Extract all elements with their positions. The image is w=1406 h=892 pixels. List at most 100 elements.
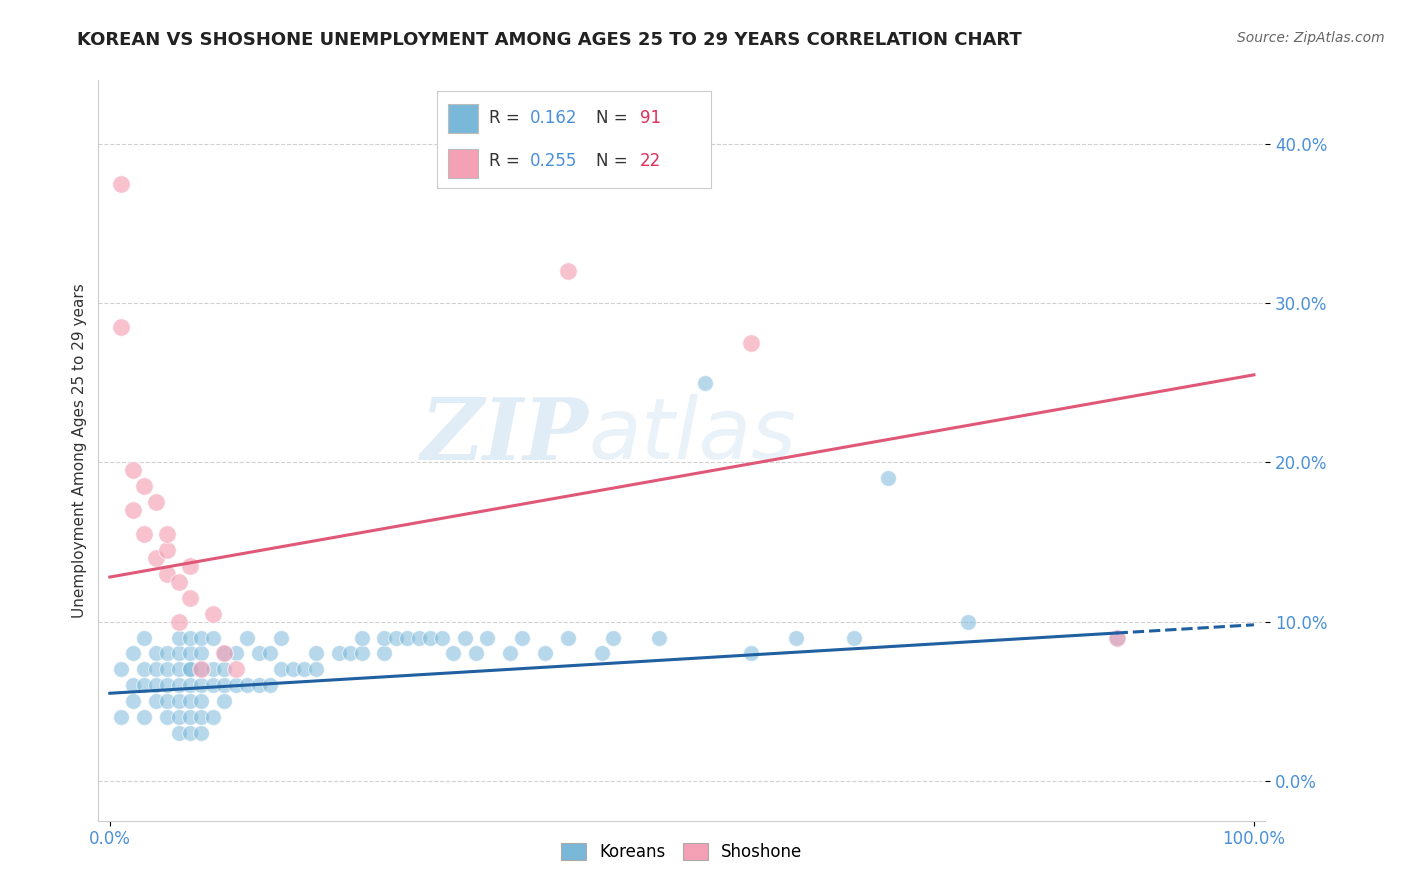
Point (477, 631, 499, 645)
Point (419, 631, 441, 645)
Point (225, 678, 247, 692)
Point (270, 662, 292, 676)
Point (214, 678, 236, 692)
Point (145, 662, 167, 676)
Point (156, 662, 179, 676)
Point (339, 647, 361, 661)
Point (956, 615, 979, 629)
Point (121, 694, 143, 708)
Point (201, 631, 224, 645)
Point (602, 631, 624, 645)
Point (247, 678, 270, 692)
Text: ZIP: ZIP (420, 394, 589, 477)
Point (190, 647, 212, 661)
Point (373, 631, 395, 645)
Point (533, 647, 555, 661)
Y-axis label: Unemployment Among Ages 25 to 29 years: Unemployment Among Ages 25 to 29 years (72, 283, 87, 618)
Point (305, 662, 328, 676)
Point (156, 543, 179, 558)
Point (785, 631, 807, 645)
Point (167, 694, 190, 708)
Point (145, 678, 167, 692)
Point (156, 566, 179, 581)
Point (214, 694, 236, 708)
Point (134, 662, 156, 676)
Point (179, 694, 201, 708)
Point (201, 607, 224, 621)
Point (156, 527, 179, 541)
Point (134, 479, 156, 493)
Point (305, 647, 328, 661)
Point (214, 647, 236, 661)
Point (214, 647, 236, 661)
Point (693, 376, 716, 390)
Point (179, 710, 201, 724)
Point (110, 710, 132, 724)
Point (441, 647, 464, 661)
Point (281, 662, 304, 676)
Point (134, 527, 156, 541)
Point (259, 647, 281, 661)
Point (179, 591, 201, 605)
Point (190, 710, 212, 724)
Point (510, 631, 533, 645)
Point (1105, 631, 1128, 645)
Point (648, 631, 671, 645)
Point (270, 631, 292, 645)
Point (145, 694, 167, 708)
Point (167, 631, 190, 645)
Point (134, 710, 156, 724)
Point (236, 678, 259, 692)
Text: KOREAN VS SHOSHONE UNEMPLOYMENT AMONG AGES 25 TO 29 YEARS CORRELATION CHART: KOREAN VS SHOSHONE UNEMPLOYMENT AMONG AG… (77, 31, 1022, 49)
Point (167, 647, 190, 661)
Point (740, 336, 762, 351)
Point (110, 177, 132, 191)
Point (201, 678, 224, 692)
Point (591, 647, 613, 661)
Point (190, 694, 212, 708)
Point (557, 264, 579, 278)
Point (842, 631, 865, 645)
Point (167, 662, 190, 676)
Text: atlas: atlas (589, 394, 797, 477)
Point (259, 678, 281, 692)
Point (179, 647, 201, 661)
Point (201, 710, 224, 724)
Point (145, 550, 167, 565)
Point (201, 662, 224, 676)
Point (328, 647, 350, 661)
Point (121, 678, 143, 692)
Point (110, 662, 132, 676)
Point (167, 678, 190, 692)
Point (167, 574, 190, 589)
Point (179, 678, 201, 692)
Point (225, 647, 247, 661)
Point (156, 694, 179, 708)
Point (110, 320, 132, 334)
Point (179, 558, 201, 573)
Point (190, 726, 212, 740)
Point (121, 503, 143, 517)
Point (121, 647, 143, 661)
Point (145, 647, 167, 661)
Point (214, 662, 236, 676)
Point (292, 662, 315, 676)
Point (145, 495, 167, 509)
Point (373, 647, 395, 661)
Point (190, 678, 212, 692)
Point (225, 662, 247, 676)
Point (465, 647, 488, 661)
Point (179, 726, 201, 740)
Point (385, 631, 408, 645)
Point (453, 631, 475, 645)
Point (430, 631, 453, 645)
Point (190, 662, 212, 676)
Point (190, 631, 212, 645)
Point (236, 631, 259, 645)
Point (499, 647, 522, 661)
Legend: Koreans, Shoshone: Koreans, Shoshone (555, 837, 808, 868)
Point (396, 631, 419, 645)
Point (247, 647, 270, 661)
Point (121, 463, 143, 477)
Point (876, 471, 898, 485)
